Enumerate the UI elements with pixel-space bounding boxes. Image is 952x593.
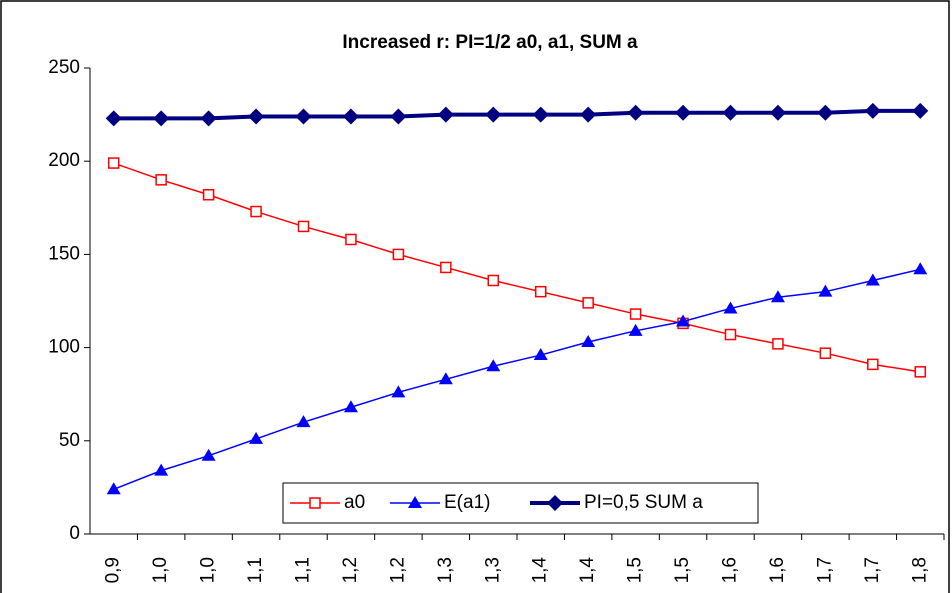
- x-tick-label: 1,5: [625, 557, 646, 583]
- series: [106, 262, 928, 495]
- marker: [437, 106, 454, 123]
- legend-label: a0: [344, 492, 365, 513]
- x-tick-label: 1,6: [720, 557, 741, 583]
- marker: [440, 261, 452, 274]
- marker: [250, 205, 262, 218]
- marker: [201, 448, 216, 461]
- marker: [390, 108, 407, 125]
- y-tick-label: 150: [48, 243, 80, 264]
- y-tick-label: 100: [48, 337, 80, 358]
- series: [105, 102, 929, 127]
- x-tick-label: 1,4: [577, 557, 598, 584]
- marker: [345, 233, 357, 246]
- y-tick-label: 0: [69, 523, 80, 544]
- x-tick-label: 0,9: [103, 557, 124, 583]
- series: [107, 157, 927, 378]
- marker: [486, 359, 501, 372]
- marker: [627, 104, 644, 121]
- marker: [867, 358, 879, 371]
- x-tick-label: 1,8: [909, 557, 930, 583]
- marker: [248, 108, 265, 125]
- marker: [342, 108, 359, 125]
- y-tick-label: 50: [59, 430, 80, 451]
- marker: [547, 495, 563, 511]
- x-tick-label: 1,0: [150, 557, 171, 583]
- marker: [295, 108, 312, 125]
- marker: [107, 157, 120, 169]
- marker: [582, 297, 594, 309]
- marker: [819, 347, 832, 359]
- marker: [864, 102, 881, 119]
- marker: [818, 284, 833, 297]
- marker: [580, 106, 597, 123]
- x-tick-label: 1,2: [340, 557, 361, 583]
- marker: [106, 482, 121, 495]
- marker: [676, 314, 691, 327]
- marker: [817, 104, 834, 121]
- x-tick-label: 1,2: [387, 557, 408, 583]
- y-tick-label: 200: [48, 150, 80, 171]
- marker: [581, 335, 596, 348]
- marker: [155, 174, 167, 186]
- marker: [628, 323, 643, 336]
- marker: [534, 285, 547, 298]
- marker: [533, 348, 548, 361]
- marker: [438, 372, 453, 385]
- marker: [724, 328, 737, 341]
- x-tick-label: 1,7: [814, 557, 835, 583]
- marker: [487, 274, 500, 287]
- x-tick-label: 1,5: [672, 557, 693, 583]
- marker: [392, 248, 405, 261]
- x-tick-label: 1,1: [293, 557, 314, 583]
- marker: [770, 290, 785, 303]
- marker: [865, 273, 880, 286]
- legend-box: [282, 482, 759, 524]
- legend-label: PI=0,5 SUM a: [584, 492, 703, 513]
- y-tick-label: 250: [48, 57, 80, 78]
- marker: [391, 385, 406, 398]
- marker: [154, 463, 169, 476]
- legend-label: E(a1): [444, 492, 490, 513]
- marker: [297, 220, 310, 233]
- x-tick-label: 1,4: [530, 557, 551, 584]
- marker: [722, 104, 739, 121]
- marker: [629, 308, 642, 320]
- legend: a0 E(a1) PI=0,5 SUM a: [282, 482, 759, 524]
- series-line: [113, 268, 921, 490]
- marker: [914, 366, 927, 378]
- marker: [769, 104, 786, 121]
- marker: [200, 110, 217, 127]
- x-tick-label: 1,0: [198, 557, 219, 583]
- series-line: [113, 162, 921, 373]
- marker: [408, 496, 422, 508]
- marker: [343, 400, 358, 413]
- marker: [249, 431, 264, 444]
- marker: [309, 497, 321, 509]
- marker: [202, 189, 215, 201]
- marker: [723, 301, 738, 314]
- marker: [913, 262, 928, 275]
- marker: [485, 106, 502, 123]
- marker: [675, 104, 692, 121]
- marker: [153, 110, 170, 127]
- marker: [105, 110, 122, 127]
- marker: [532, 106, 549, 123]
- chart-title: Increased r: PI=1/2 a0, a1, SUM a: [342, 32, 638, 53]
- x-tick-label: 1,3: [482, 557, 503, 583]
- x-tick-label: 1,6: [767, 557, 788, 583]
- marker: [912, 102, 929, 119]
- x-tick-label: 1,1: [245, 557, 266, 583]
- marker: [296, 415, 311, 428]
- x-tick-label: 1,3: [435, 557, 456, 583]
- marker: [772, 338, 784, 350]
- x-tick-label: 1,7: [862, 557, 883, 583]
